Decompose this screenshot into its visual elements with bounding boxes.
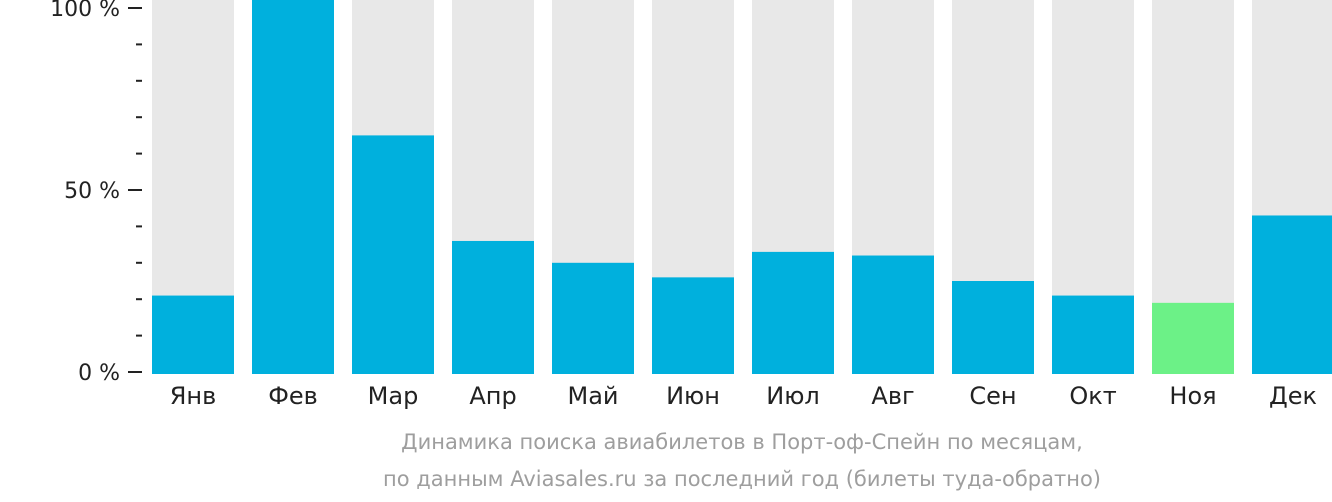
x-tick-label: Окт [1069,382,1116,410]
x-tick-label: Июл [766,382,820,410]
bar [252,0,334,374]
chart-caption-line-2: по данным Aviasales.ru за последний год … [383,467,1101,491]
x-tick-label: Сен [969,382,1016,410]
bar [152,295,234,374]
x-tick-label: Янв [170,382,217,410]
bar [752,251,834,374]
bar [952,281,1034,374]
bar-highlighted [1152,302,1234,374]
bar [852,255,934,374]
y-tick-label: 100 % [50,0,120,22]
x-tick-label: Апр [469,382,516,410]
x-tick-label: Фев [268,382,318,410]
bar [1052,295,1134,374]
x-tick-label: Авг [871,382,914,410]
y-tick-label: 50 % [64,179,120,204]
x-tick-label: Май [567,382,618,410]
bar [652,277,734,374]
bar [1252,215,1332,374]
y-tick-label: 0 % [78,361,120,386]
x-tick-label: Дек [1269,382,1317,410]
chart-caption-line-1: Динамика поиска авиабилетов в Порт-оф-Сп… [401,430,1083,454]
bar [452,240,534,374]
bar [352,135,434,374]
bar [552,262,634,374]
x-tick-label: Июн [666,382,720,410]
x-tick-label: Мар [368,382,419,410]
x-tick-label: Ноя [1169,382,1216,410]
